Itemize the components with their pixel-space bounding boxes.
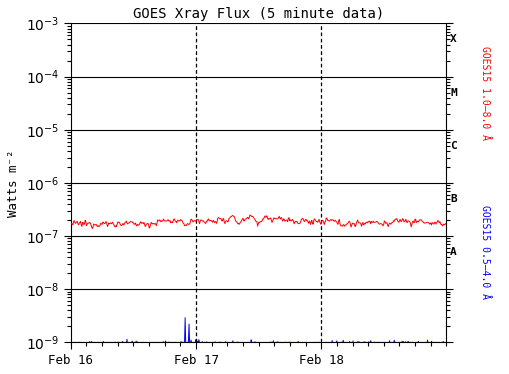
Text: M: M <box>449 88 456 98</box>
Text: C: C <box>449 141 456 151</box>
Text: B: B <box>449 194 456 204</box>
Y-axis label: Watts m⁻²: Watts m⁻² <box>7 149 20 217</box>
Title: GOES Xray Flux (5 minute data): GOES Xray Flux (5 minute data) <box>133 7 383 21</box>
Text: GOES15 0.5–4.0 Å: GOES15 0.5–4.0 Å <box>479 205 489 299</box>
Text: A: A <box>449 247 456 257</box>
Text: GOES15 1.0–8.0 Å: GOES15 1.0–8.0 Å <box>479 46 489 140</box>
Text: X: X <box>449 34 456 45</box>
